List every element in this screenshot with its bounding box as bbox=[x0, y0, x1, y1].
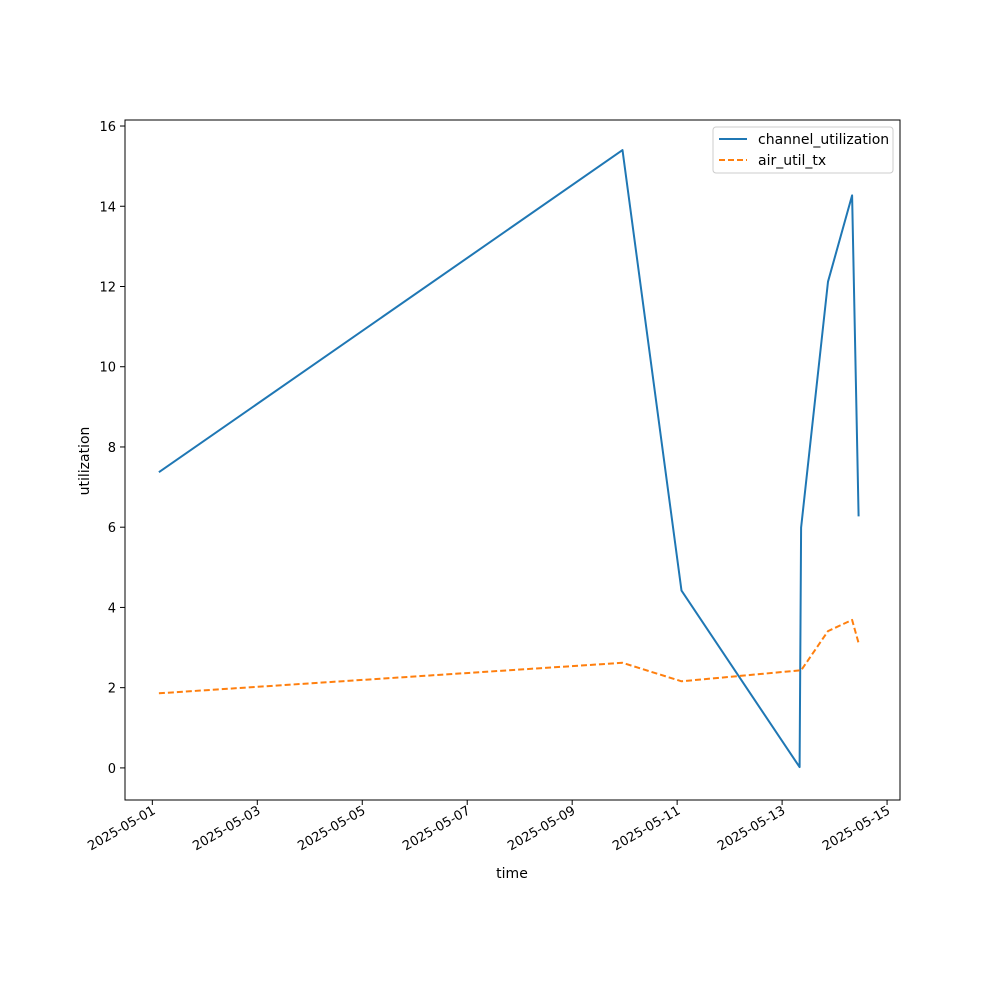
y-axis-title: utilization bbox=[77, 427, 93, 496]
y-tick-label: 0 bbox=[108, 762, 116, 777]
series-line-channel-utilization bbox=[158, 149, 860, 769]
y-tick-label: 14 bbox=[99, 200, 116, 215]
y-tick-label: 4 bbox=[108, 601, 116, 616]
y-tick-label: 2 bbox=[108, 682, 116, 697]
legend: channel_utilization air_util_tx bbox=[712, 126, 894, 174]
y-tick-label: 8 bbox=[108, 441, 116, 456]
x-axis-title: time bbox=[496, 866, 528, 882]
series-line-air-util-tx bbox=[158, 618, 860, 695]
y-tick-label: 16 bbox=[99, 120, 116, 135]
y-tick-label: 12 bbox=[99, 280, 116, 295]
legend-box bbox=[712, 126, 894, 174]
legend-label-channel-utilization: channel_utilization bbox=[758, 132, 889, 148]
y-tick-label: 10 bbox=[99, 361, 116, 376]
legend-label-air-util-tx: air_util_tx bbox=[758, 153, 826, 169]
y-axis: 0 2 4 6 8 10 12 14 16 bbox=[99, 120, 125, 777]
plot-frame bbox=[124, 119, 901, 801]
y-tick-label: 6 bbox=[108, 521, 116, 536]
series-layer bbox=[158, 149, 860, 769]
